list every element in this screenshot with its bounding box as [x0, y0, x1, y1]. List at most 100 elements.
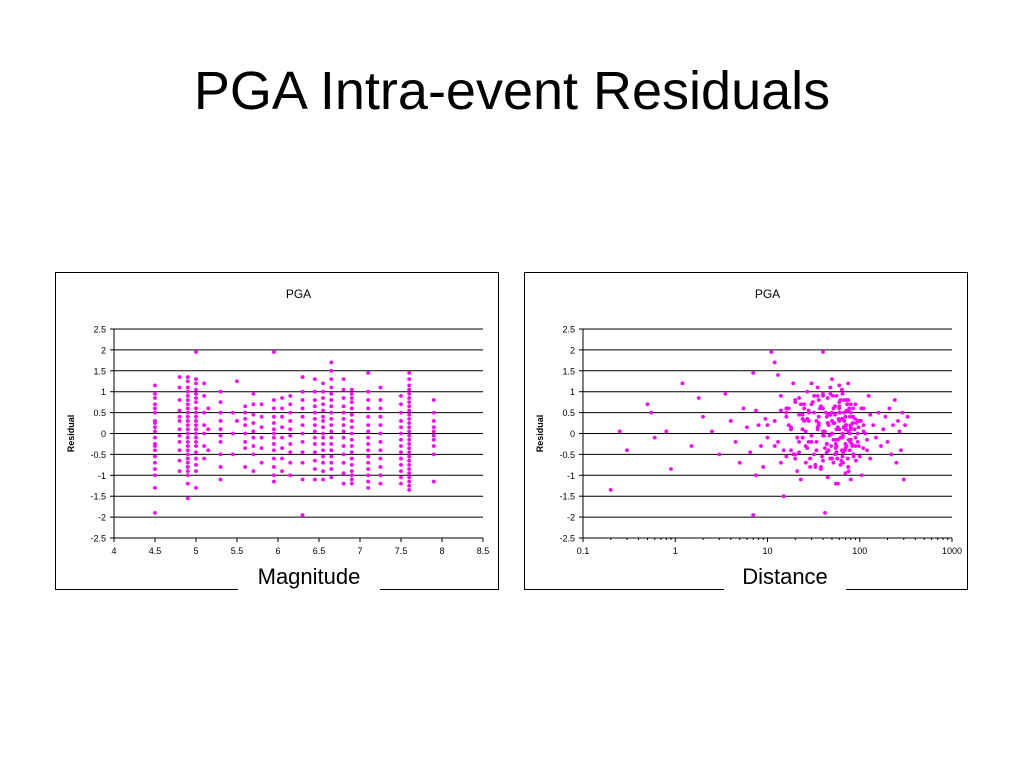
x-tick-label: 7	[357, 546, 362, 556]
data-point	[855, 439, 860, 444]
data-point	[272, 427, 276, 432]
data-point	[349, 412, 354, 417]
data-point	[185, 379, 190, 384]
data-point	[300, 450, 305, 455]
data-point	[832, 421, 837, 425]
data-point	[820, 454, 824, 459]
data-point	[805, 389, 810, 394]
data-point	[751, 513, 756, 517]
data-point	[871, 423, 876, 428]
data-point	[813, 462, 818, 467]
data-point	[407, 471, 412, 476]
data-point	[378, 385, 383, 390]
data-point	[349, 477, 354, 482]
data-point	[185, 431, 190, 436]
data-point	[431, 410, 436, 415]
data-point	[825, 396, 830, 400]
data-point	[153, 467, 157, 471]
data-point	[153, 485, 157, 490]
data-point	[431, 425, 436, 430]
data-point	[288, 450, 293, 455]
data-point	[329, 429, 334, 434]
data-point	[177, 448, 182, 453]
data-point	[272, 473, 276, 478]
y-tick-label: 1	[101, 387, 106, 397]
data-point	[329, 467, 334, 471]
data-point	[366, 389, 371, 394]
data-point	[839, 458, 844, 463]
y-tick-label: 0.5	[93, 408, 106, 418]
data-point	[808, 456, 813, 461]
data-point	[861, 429, 866, 434]
data-point	[300, 398, 305, 402]
data-point	[781, 494, 786, 499]
data-point	[194, 396, 198, 400]
data-point	[341, 396, 346, 400]
data-point	[824, 410, 828, 415]
data-point	[843, 471, 848, 476]
data-point	[366, 467, 371, 471]
y-tick-label: -2.5	[559, 534, 575, 544]
data-point	[185, 439, 190, 444]
data-point	[830, 431, 834, 436]
data-point	[399, 425, 403, 430]
data-point	[378, 423, 383, 428]
data-point	[431, 452, 436, 457]
data-point	[829, 444, 834, 448]
data-point	[838, 410, 842, 415]
data-point	[851, 406, 856, 411]
data-point	[153, 383, 157, 388]
data-point	[823, 511, 827, 515]
data-point	[349, 481, 354, 486]
data-point	[300, 414, 305, 419]
data-point	[288, 427, 293, 432]
data-point	[431, 429, 436, 434]
x-tick-label: 1000	[942, 546, 962, 556]
data-point	[349, 406, 354, 411]
data-point	[889, 452, 894, 457]
data-point	[366, 479, 371, 484]
data-point	[329, 377, 334, 382]
data-point	[816, 398, 821, 402]
data-point	[407, 383, 412, 388]
data-point	[251, 421, 256, 425]
data-point	[231, 410, 235, 415]
data-point	[185, 406, 190, 411]
data-point	[378, 481, 383, 486]
data-point	[407, 387, 412, 392]
data-point	[329, 475, 334, 480]
data-point	[887, 406, 892, 411]
data-point	[313, 435, 317, 440]
data-point	[831, 460, 836, 465]
data-point	[313, 377, 317, 382]
data-point	[321, 414, 325, 419]
y-tick-label: 2	[570, 345, 575, 355]
data-point	[272, 448, 276, 453]
y-tick-label: -2	[567, 513, 575, 523]
data-point	[733, 439, 738, 444]
data-point	[399, 402, 403, 407]
data-point	[431, 479, 436, 484]
data-point	[812, 452, 817, 457]
data-point	[329, 454, 334, 459]
data-point	[272, 465, 276, 469]
data-point	[321, 469, 325, 474]
data-point	[329, 460, 334, 465]
data-point	[838, 462, 843, 467]
data-point	[313, 423, 317, 428]
data-point	[809, 439, 814, 444]
data-point	[231, 431, 235, 436]
data-point	[805, 446, 810, 451]
data-point	[821, 350, 825, 354]
data-point	[866, 393, 871, 398]
data-point	[853, 444, 858, 448]
y-tick-label: 1.5	[93, 366, 106, 376]
data-point	[153, 429, 157, 434]
data-point	[839, 387, 844, 392]
distance-chart: PGA 2.5 2 1.5 1 0.5 0 -0.5 -1 -1.5 -2 -2.5 0.1 1 10 100…	[524, 272, 968, 590]
distance-chart-svg: PGA 2.5 2 1.5 1 0.5 0 -0.5 -1 -1.5 -2 -2.50.1 1 10 100…	[535, 287, 962, 556]
data-point	[857, 454, 862, 459]
data-point	[754, 408, 758, 413]
data-point	[865, 448, 869, 453]
data-point	[868, 412, 873, 417]
